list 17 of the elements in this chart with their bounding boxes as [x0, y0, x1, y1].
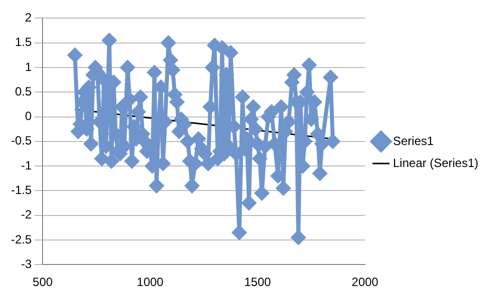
y-tick-label: 1.5 [14, 35, 32, 50]
y-tick-label: 2 [24, 10, 32, 25]
y-tick-label: -2 [21, 208, 32, 222]
y-tick-label: 0 [24, 109, 32, 124]
y-tick-label: -2.5 [10, 232, 32, 246]
y-tick-label: -3 [21, 256, 32, 271]
legend-label: Linear (Series1) [393, 156, 478, 170]
x-tick-label: 2000 [352, 275, 379, 290]
y-tick-label: -1.5 [10, 182, 32, 197]
y-tick-label: 0.5 [14, 84, 32, 98]
x-tick-label: 1000 [136, 275, 164, 290]
y-tick-label: 1 [24, 60, 32, 74]
x-tick-label: 500 [32, 275, 54, 290]
y-tick-label: -0.5 [10, 134, 32, 148]
y-tick-label: -1 [21, 158, 32, 172]
legend-label: Series1 [393, 134, 434, 148]
x-tick-label: 1500 [244, 275, 272, 290]
